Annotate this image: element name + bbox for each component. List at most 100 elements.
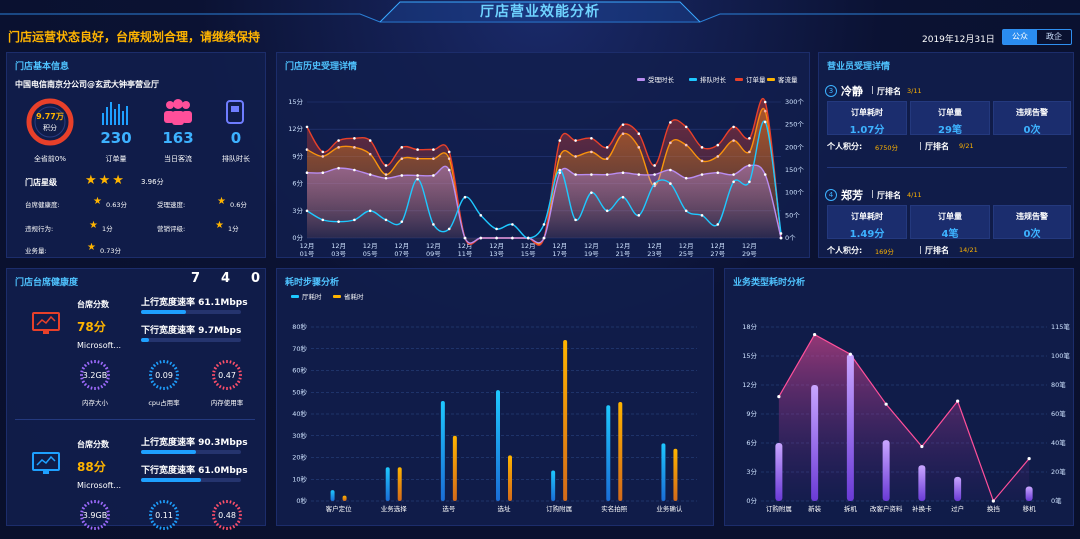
downlink-value: 9.7Mbps [198, 326, 242, 336]
card-label: 订单量 [938, 108, 962, 117]
card-label: 违规告警 [1016, 212, 1048, 221]
desk-score: 88分 [77, 460, 106, 474]
staff-index: 4 [825, 189, 837, 201]
date-label: 2019年12月31日 [922, 35, 995, 45]
uplink-label: 上行宽度速率 [141, 298, 196, 308]
staff-index: 3 [825, 85, 837, 97]
legend-label: 客流量 [778, 75, 798, 84]
bar [618, 402, 623, 501]
toggle-enterprise[interactable]: 政企 [1046, 32, 1062, 41]
legend-swatch [333, 295, 341, 298]
data-point [447, 227, 451, 231]
legend-swatch [637, 78, 645, 81]
staff-card: 订单量 4笔 [910, 205, 990, 240]
points-label: 个人积分: [827, 142, 863, 151]
staff-rank-label: 厅排名 [877, 191, 901, 200]
data-point [574, 173, 577, 176]
data-point [368, 209, 372, 213]
uplink-label: 上行宽度速率 [141, 438, 196, 448]
data-point [542, 223, 546, 226]
data-point [748, 180, 751, 184]
x-tick-label: 过户 [951, 504, 964, 513]
data-point [558, 168, 562, 172]
data-point [920, 444, 924, 449]
data-point [763, 173, 767, 176]
data-point [956, 399, 960, 403]
sub-bar: 门店运营状态良好，台席规划合理，请继续保持 2019年12月31日 公众 政企 [0, 26, 1080, 50]
data-point [384, 218, 388, 222]
metric-value: 1分 [102, 225, 113, 233]
data-point [432, 223, 435, 226]
y-tick-label: 0分 [746, 496, 757, 505]
uplink-speed: 上行宽度速率 61.1Mbps [141, 295, 248, 308]
gauge-label: 内存使用率 [210, 399, 244, 407]
metric-label: 台席健康度: [25, 201, 60, 209]
x-tick-label: 12月 [742, 242, 757, 250]
store-info-panel: 门店基本信息 中国电信南京分公司@玄武大钟亭营业厅 9.77万 积分 全省前0%… [6, 52, 266, 258]
data-point [716, 143, 720, 147]
series-line [778, 333, 1030, 503]
data-point [732, 125, 735, 129]
desk-score-label: 台席分数 [77, 440, 109, 449]
data-point [732, 173, 735, 176]
panel-title: 业务类型耗时分析 [733, 278, 806, 288]
data-point [653, 182, 656, 185]
staff-name: 冷静 [841, 85, 863, 98]
data-point [479, 236, 483, 240]
data-point [700, 173, 704, 176]
queue-time-label: 排队时长 [222, 155, 250, 163]
gauge-value: 0.09 [155, 371, 173, 380]
data-point [511, 223, 514, 226]
metric-label: 业务量: [25, 247, 47, 255]
panel-title: 门店基本信息 [15, 62, 70, 72]
x-tick-label: 07号 [394, 250, 409, 258]
order-count-label: 订单量 [105, 155, 127, 163]
card-label: 订单耗时 [851, 108, 883, 117]
bar [440, 400, 445, 501]
y-tick-label: 30秒 [292, 431, 307, 440]
x-tick-label: 05号 [363, 250, 378, 258]
data-point [447, 150, 451, 154]
x-tick-label: 选址 [498, 504, 512, 513]
metric-value: 0.6分 [230, 201, 247, 209]
y2-tick-label: 60笔 [1051, 409, 1066, 418]
data-point [653, 173, 656, 176]
gauge-value: 0.47 [218, 371, 236, 380]
data-point [716, 223, 720, 226]
x-tick-label: 12月 [616, 242, 631, 250]
score-ring-icon [26, 98, 74, 146]
data-point [353, 218, 356, 222]
visitor-count-label: 当日客流 [164, 155, 192, 163]
data-point [400, 174, 404, 177]
data-point [416, 174, 419, 177]
biz-panel: 业务类型耗时分析 18分 15分 12分 9分 6分 3分 0分 115笔 100笔 80笔 60笔… [724, 268, 1074, 526]
x-tick-label: 23号 [647, 250, 662, 258]
y-tick-label: 18分 [742, 322, 757, 331]
province-rank: 全省前0% [33, 155, 67, 163]
metric-value: 0.73分 [100, 247, 121, 255]
y-tick-label: 3分 [292, 206, 303, 215]
star-half-icon: ★ [87, 242, 96, 253]
toggle-public[interactable]: 公众 [1003, 30, 1037, 44]
x-tick-label: 12月 [647, 242, 662, 250]
panel-title: 门店台席健康度 [15, 278, 79, 288]
data-point [305, 125, 309, 129]
bar [551, 470, 556, 501]
history-chart: 15分 12分 9分 6分 3分 0分 300个 250个 200个 150个 100个 50个 0个 1… [288, 75, 804, 258]
data-point [400, 220, 404, 223]
uplink-bar [141, 450, 241, 454]
y-tick-label: 20秒 [292, 453, 307, 462]
x-tick-label: 27号 [710, 250, 725, 258]
gauge-ring-icon [80, 500, 110, 530]
data-point [495, 227, 498, 231]
x-tick-label: 12月 [363, 242, 378, 250]
y2-tick-label: 40笔 [1051, 438, 1066, 447]
health-count-warn: 4 [221, 271, 231, 286]
data-point [447, 168, 451, 172]
order-count: 230 [100, 129, 132, 147]
bar [811, 385, 819, 501]
x-tick-label: 实名拍照 [601, 504, 628, 513]
x-tick-label: 12月 [426, 242, 441, 250]
points-value: 6750分 [875, 144, 899, 152]
